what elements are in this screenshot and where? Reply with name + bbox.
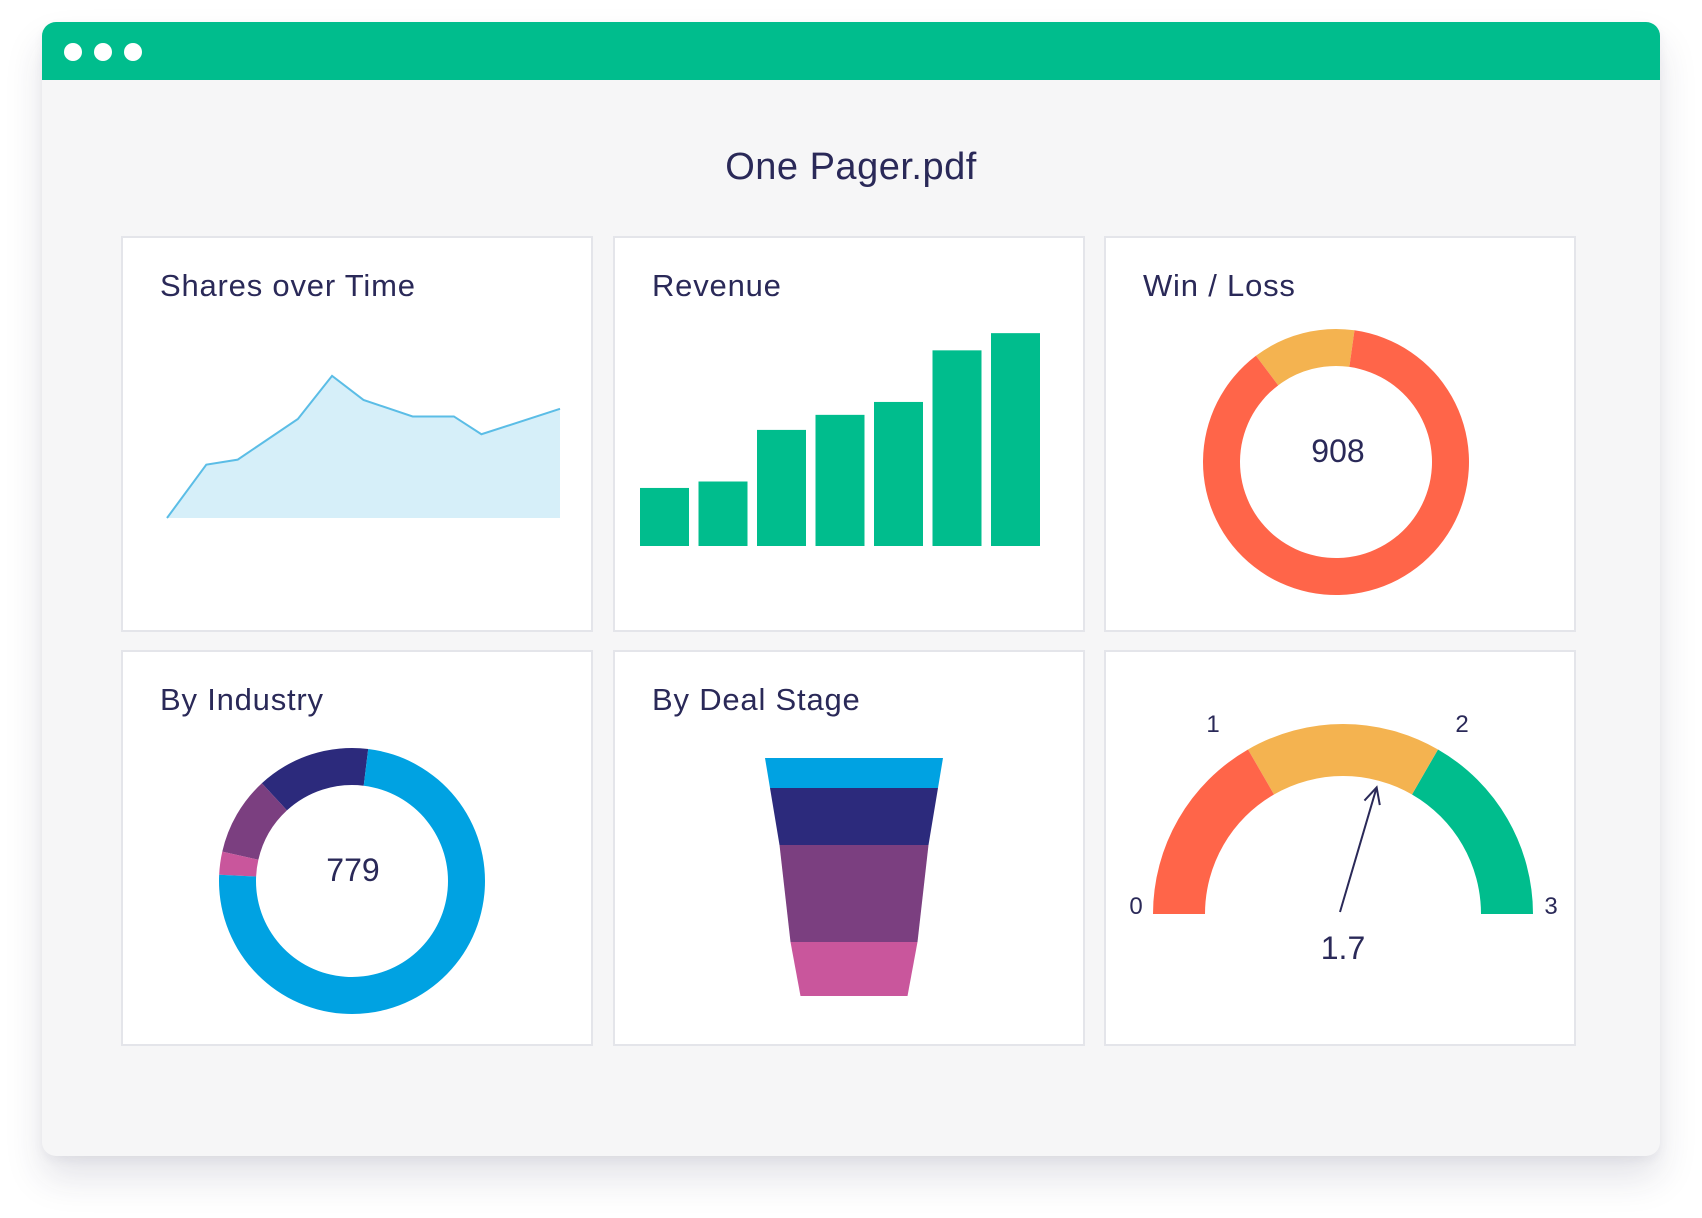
revenue-bar-chart — [640, 333, 1040, 546]
card-title: Revenue — [652, 268, 782, 303]
gauge-chart: 0 1 2 3 1.7 — [1129, 711, 1557, 966]
gauge-band — [1248, 724, 1438, 795]
revenue-bar — [640, 487, 689, 546]
window-dot[interactable] — [94, 43, 112, 61]
revenue-bar — [698, 481, 748, 546]
gauge-band — [1412, 749, 1533, 914]
funnel-stage — [779, 845, 929, 942]
donut-slice — [1255, 329, 1355, 386]
deal-stage-funnel-chart — [765, 758, 943, 996]
donut-center-label: 908 — [1311, 433, 1364, 469]
card-win-loss: Win / Loss 908 — [1104, 236, 1576, 632]
gauge-tick-label: 2 — [1455, 711, 1468, 738]
card-title: By Deal Stage — [652, 682, 861, 717]
card-by-deal-stage: By Deal Stage — [613, 650, 1085, 1046]
card-by-industry: By Industry 779 — [121, 650, 593, 1046]
revenue-bar — [932, 350, 982, 546]
gauge-needle — [1339, 787, 1378, 913]
donut-slice — [261, 748, 369, 811]
revenue-bar — [874, 401, 923, 546]
gauge-needle-arrowhead — [1363, 785, 1381, 806]
card-title: By Industry — [160, 682, 324, 717]
window-dot[interactable] — [124, 43, 142, 61]
gauge-tick-label: 0 — [1129, 893, 1142, 920]
industry-donut-chart: 779 — [219, 748, 486, 1014]
shares-area-chart — [166, 374, 561, 519]
window-titlebar — [42, 22, 1660, 80]
donut-center-label: 779 — [326, 852, 379, 888]
card-revenue: Revenue — [613, 236, 1085, 632]
revenue-bar — [757, 429, 806, 546]
funnel-stage — [770, 788, 938, 845]
revenue-bar — [815, 414, 865, 546]
card-shares-over-time: Shares over Time — [121, 236, 593, 632]
donut-slice — [219, 851, 259, 877]
funnel-stage — [790, 942, 918, 996]
gauge-band — [1153, 749, 1274, 914]
area-line — [166, 374, 561, 519]
card-title: Win / Loss — [1143, 268, 1296, 303]
area-fill — [167, 375, 560, 518]
app-window: One Pager.pdf Shares over Time Revenue W… — [42, 22, 1660, 1156]
donut-slice — [222, 783, 287, 860]
funnel-stage — [765, 758, 943, 788]
window-dot[interactable] — [64, 43, 82, 61]
gauge-tick-label: 3 — [1544, 893, 1557, 920]
win-loss-donut-chart: 908 — [1203, 329, 1469, 595]
revenue-bar — [991, 333, 1040, 546]
gauge-value-label: 1.7 — [1321, 930, 1365, 966]
document-title: One Pager.pdf — [725, 146, 977, 188]
gauge-tick-label: 1 — [1206, 711, 1219, 738]
card-gauge: 0 1 2 3 1.7 — [1104, 650, 1576, 1046]
card-title: Shares over Time — [160, 268, 416, 303]
